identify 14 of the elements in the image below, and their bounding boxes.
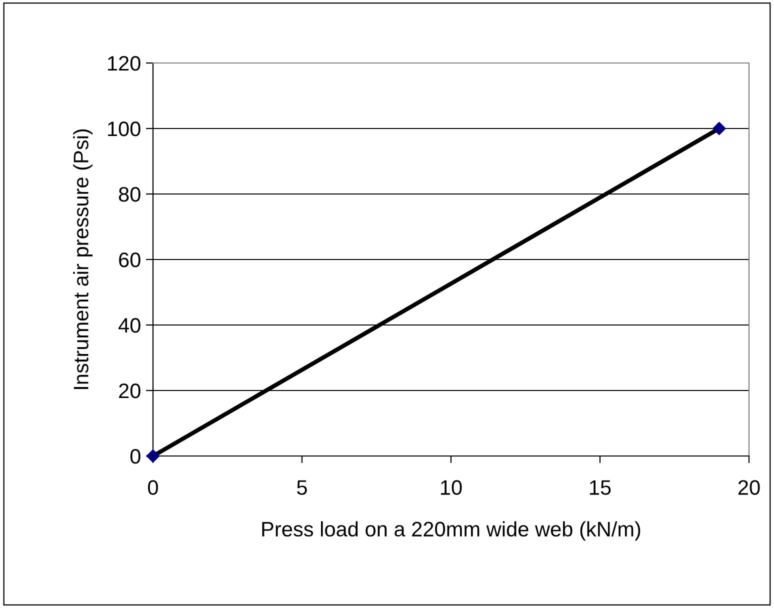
x-tick-label: 5 [297,480,307,495]
x-axis-title: Press load on a 220mm wide web (kN/m) [262,521,640,541]
x-tick-label: 15 [590,480,611,495]
x-tick-label: 10 [441,480,462,495]
y-tick-label: 60 [119,252,140,268]
y-tick-label: 40 [118,318,140,333]
y-tick-label: 20 [119,384,140,398]
y-tick-label: 100 [108,122,140,136]
y-tick-label: 0 [130,449,140,464]
y-tick-label: 120 [108,56,140,71]
y-tick-label: 80 [118,187,140,202]
y-axis-title: Instrument air pressure (Psi) [73,129,93,389]
x-tick-label: 0 [148,480,158,495]
x-tick-label: 20 [738,480,760,495]
